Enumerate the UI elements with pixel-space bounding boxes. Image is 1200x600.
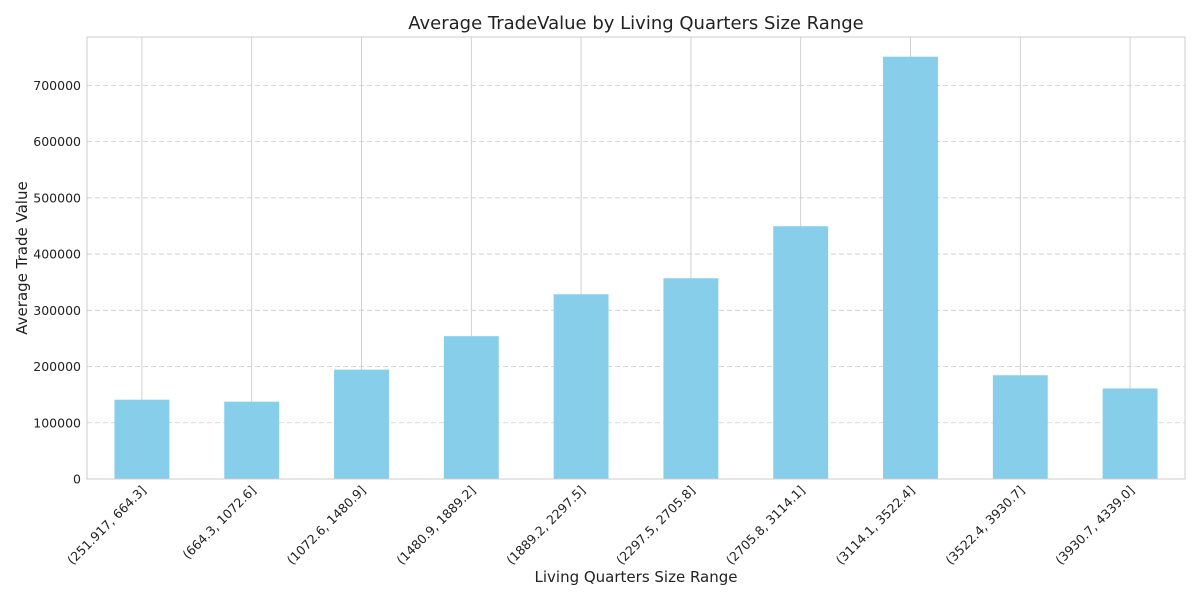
x-tick-label: (3522.4, 3930.7] (942, 483, 1027, 568)
y-tick-label: 700000 (33, 78, 81, 93)
x-tick-labels: (251.917, 664.3] (664.3, 1072.6] (1072.6, … (64, 483, 1137, 568)
y-tick-label: 600000 (33, 134, 81, 149)
x-tick-label: (2297.5, 2705.8] (613, 483, 698, 568)
x-tick-label: (1480.9, 1889.2] (393, 483, 478, 568)
chart-title: Average TradeValue by Living Quarters Si… (408, 13, 863, 34)
y-tick-label: 300000 (33, 303, 81, 318)
y-tick-label: 100000 (33, 415, 81, 430)
y-axis-label: Average Trade Value (13, 181, 31, 334)
bar (1102, 388, 1158, 479)
bar (334, 369, 389, 479)
x-axis-label: Living Quarters Size Range (535, 568, 738, 586)
plot-frame (86, 36, 1186, 480)
y-tick-labels: 0 100000 200000 300000 400000 500000 600000 700… (33, 78, 81, 487)
x-tick-label: (2705.8, 3114.1] (723, 483, 808, 568)
bar (663, 278, 719, 479)
bar (443, 336, 499, 479)
bar (224, 401, 280, 479)
y-tick-label: 500000 (33, 190, 81, 205)
y-tick-label: 400000 (33, 247, 81, 262)
bar (773, 226, 829, 479)
x-tick-label: (1889.2, 2297.5] (503, 483, 588, 568)
x-tick-label: (251.917, 664.3] (64, 483, 149, 568)
x-tick-label: (3930.7, 4339.0] (1052, 483, 1137, 568)
bars-layer (114, 56, 1158, 479)
y-tick-label: 0 (73, 472, 81, 487)
x-tick-label: (664.3, 1072.6] (179, 483, 258, 562)
bar (992, 375, 1048, 479)
x-tick-label: (1072.6, 1480.9] (284, 483, 369, 568)
y-tick-label: 200000 (33, 359, 81, 374)
bar (883, 56, 938, 479)
x-tick-label: (3114.1, 3522.4] (833, 483, 918, 568)
bar (114, 399, 170, 479)
bar (553, 294, 609, 479)
